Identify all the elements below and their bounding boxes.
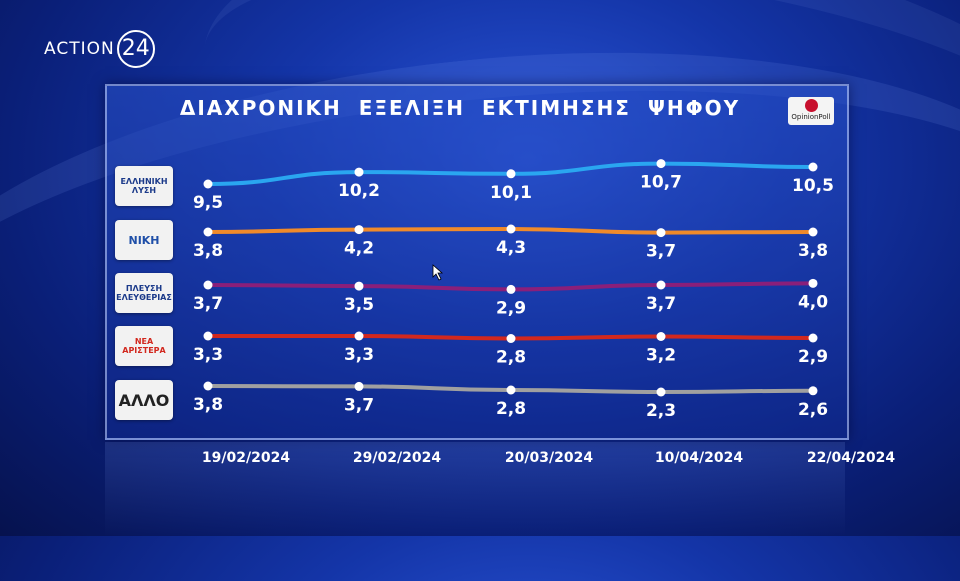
data-label: 4,3	[496, 238, 526, 258]
data-point	[354, 167, 364, 177]
data-label: 3,7	[646, 294, 676, 314]
x-tick-label: 10/04/2024	[655, 450, 743, 466]
channel-logo-word: ACTION	[44, 39, 115, 59]
data-point	[506, 224, 516, 234]
pollster-logo-text: OpinionPoll	[791, 113, 831, 121]
data-label: 2,8	[496, 399, 526, 419]
data-label: 3,3	[193, 345, 223, 365]
data-point	[203, 227, 213, 237]
data-point	[203, 280, 213, 290]
channel-logo-number: 24	[116, 30, 155, 68]
data-point	[203, 179, 213, 189]
chart-panel	[105, 84, 849, 440]
line-chart: 9,5 10,2 10,1 10,7 10,5 3,8 4,2 4,3 3,7 3,8 3,7 3,5…	[193, 159, 895, 466]
data-label: 3,8	[193, 395, 223, 415]
mouse-cursor-icon	[432, 264, 444, 281]
data-point	[656, 332, 666, 341]
pollster-logo: OpinionPoll	[788, 97, 834, 125]
party-logo-elliniki-lysi: ΕΛΛΗΝΙΚΗ ΛΥΣΗ	[115, 166, 173, 206]
data-point	[656, 159, 666, 169]
data-label: 10,2	[338, 181, 380, 201]
data-point	[656, 387, 666, 397]
data-point	[808, 162, 818, 172]
data-label: 3,7	[646, 242, 676, 262]
channel-logo: ACTION 24	[44, 30, 155, 68]
data-point	[506, 169, 516, 179]
pollster-logo-icon	[804, 99, 818, 112]
data-label: 4,2	[344, 239, 374, 259]
party-logo-niki: ΝΙΚΗ	[115, 220, 173, 260]
data-point	[354, 225, 364, 235]
chart-title: ΔΙΑΧΡΟΝΙΚΗ ΕΞΕΛΙΞΗ ΕΚΤΙΜΗΣΗΣ ΨΗΦΟΥ	[179, 96, 741, 120]
data-point	[354, 331, 364, 341]
party-logo-nea-aristera: ΝΕΑ ΑΡΙΣΤΕΡΑ	[115, 326, 173, 366]
data-point	[354, 381, 364, 391]
data-label: 3,7	[193, 294, 223, 314]
data-label: 3,5	[344, 295, 374, 315]
data-point	[203, 331, 213, 341]
data-point	[203, 381, 213, 391]
party-logo-plefsi-eleftherias: ΠΛΕΥΣΗ ΕΛΕΥΘΕΡΙΑΣ	[115, 273, 173, 313]
data-label: 3,3	[344, 345, 374, 365]
party-logo-allo: ΑΛΛΟ	[115, 380, 173, 420]
data-label: 3,8	[798, 241, 828, 261]
data-point	[656, 280, 666, 290]
x-tick-label: 19/02/2024	[202, 450, 290, 466]
data-point	[506, 385, 516, 395]
data-label: 10,7	[640, 173, 682, 193]
data-label: 9,5	[193, 193, 223, 213]
data-point	[354, 281, 364, 291]
data-point	[808, 278, 818, 288]
data-label: 3,8	[193, 241, 223, 261]
data-label: 10,1	[490, 183, 532, 203]
x-tick-label: 22/04/2024	[807, 450, 895, 466]
x-tick-label: 20/03/2024	[505, 450, 593, 466]
data-point	[656, 228, 666, 238]
data-label: 2,3	[646, 401, 676, 421]
data-point	[506, 334, 516, 343]
data-label: 2,9	[798, 347, 828, 367]
data-label: 10,5	[792, 176, 834, 196]
data-point	[808, 333, 818, 343]
data-point	[506, 284, 516, 294]
data-label: 3,7	[344, 395, 374, 415]
data-label: 2,8	[496, 348, 526, 368]
panel-reflection	[105, 442, 845, 536]
data-point	[808, 386, 818, 396]
data-label: 3,2	[646, 346, 676, 366]
data-point	[808, 227, 818, 237]
x-tick-label: 29/02/2024	[353, 450, 441, 466]
data-label: 2,6	[798, 400, 828, 420]
data-label: 2,9	[496, 298, 526, 318]
data-label: 4,0	[798, 292, 828, 312]
